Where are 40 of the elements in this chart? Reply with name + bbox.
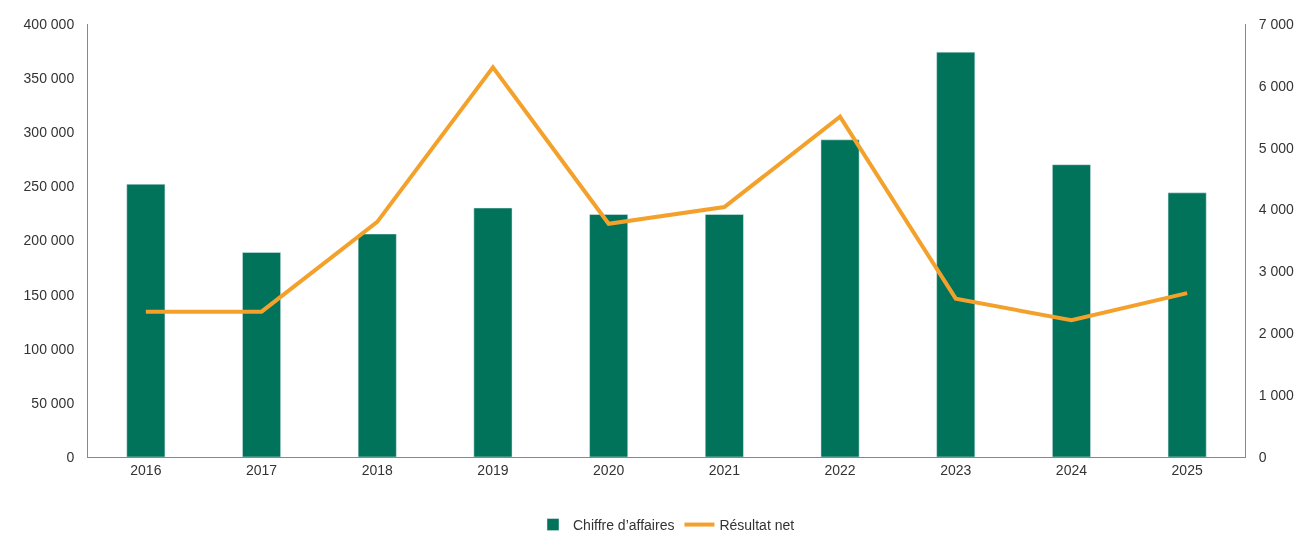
y2-tick-label: 6 000 bbox=[1258, 77, 1295, 94]
y2-tick-label: 4 000 bbox=[1258, 201, 1295, 218]
x-tick-label: 2024 bbox=[1055, 461, 1088, 478]
y-tick-label: 150 000 bbox=[23, 286, 75, 303]
y-tick-label: 400 000 bbox=[23, 15, 75, 32]
bar bbox=[820, 139, 860, 457]
x-tick-label: 2022 bbox=[824, 461, 856, 478]
y-tick-label: 50 000 bbox=[31, 394, 75, 411]
x-tick-label: 2020 bbox=[593, 461, 625, 478]
x-tick-label: 2023 bbox=[940, 461, 972, 478]
y2-tick-label: 0 bbox=[1258, 448, 1267, 465]
y2-tick-label: 7 000 bbox=[1258, 15, 1295, 32]
y-tick-label: 350 000 bbox=[23, 70, 75, 87]
bar bbox=[242, 252, 281, 457]
bar bbox=[126, 183, 166, 457]
legend-label: Chiffre d’affaires bbox=[573, 517, 675, 534]
y-tick-label: 0 bbox=[66, 448, 75, 465]
bar bbox=[473, 207, 513, 457]
x-tick-label: 2018 bbox=[361, 461, 394, 478]
y2-tick-label: 5 000 bbox=[1258, 139, 1295, 156]
y2-tick-label: 3 000 bbox=[1258, 263, 1295, 280]
bar bbox=[705, 214, 744, 457]
y-tick-label: 100 000 bbox=[23, 340, 75, 357]
x-tick-label: 2017 bbox=[245, 461, 278, 478]
line-series bbox=[143, 65, 1190, 323]
bar bbox=[1167, 192, 1207, 457]
legend-label: Résultat net bbox=[719, 517, 795, 534]
y-tick-label: 250 000 bbox=[23, 178, 75, 195]
bar bbox=[936, 51, 976, 457]
bar bbox=[1052, 164, 1091, 457]
x-tick-label: 2021 bbox=[708, 461, 741, 478]
x-tick-label: 2025 bbox=[1171, 461, 1203, 478]
x-tick-label: 2019 bbox=[477, 461, 509, 478]
bar bbox=[357, 233, 397, 457]
x-tick-label: 2016 bbox=[130, 461, 162, 478]
y-tick-label: 200 000 bbox=[23, 232, 75, 249]
y2-tick-label: 2 000 bbox=[1258, 325, 1295, 342]
y2-tick-label: 1 000 bbox=[1258, 387, 1295, 404]
bar bbox=[589, 214, 628, 457]
y-tick-label: 300 000 bbox=[23, 124, 75, 141]
